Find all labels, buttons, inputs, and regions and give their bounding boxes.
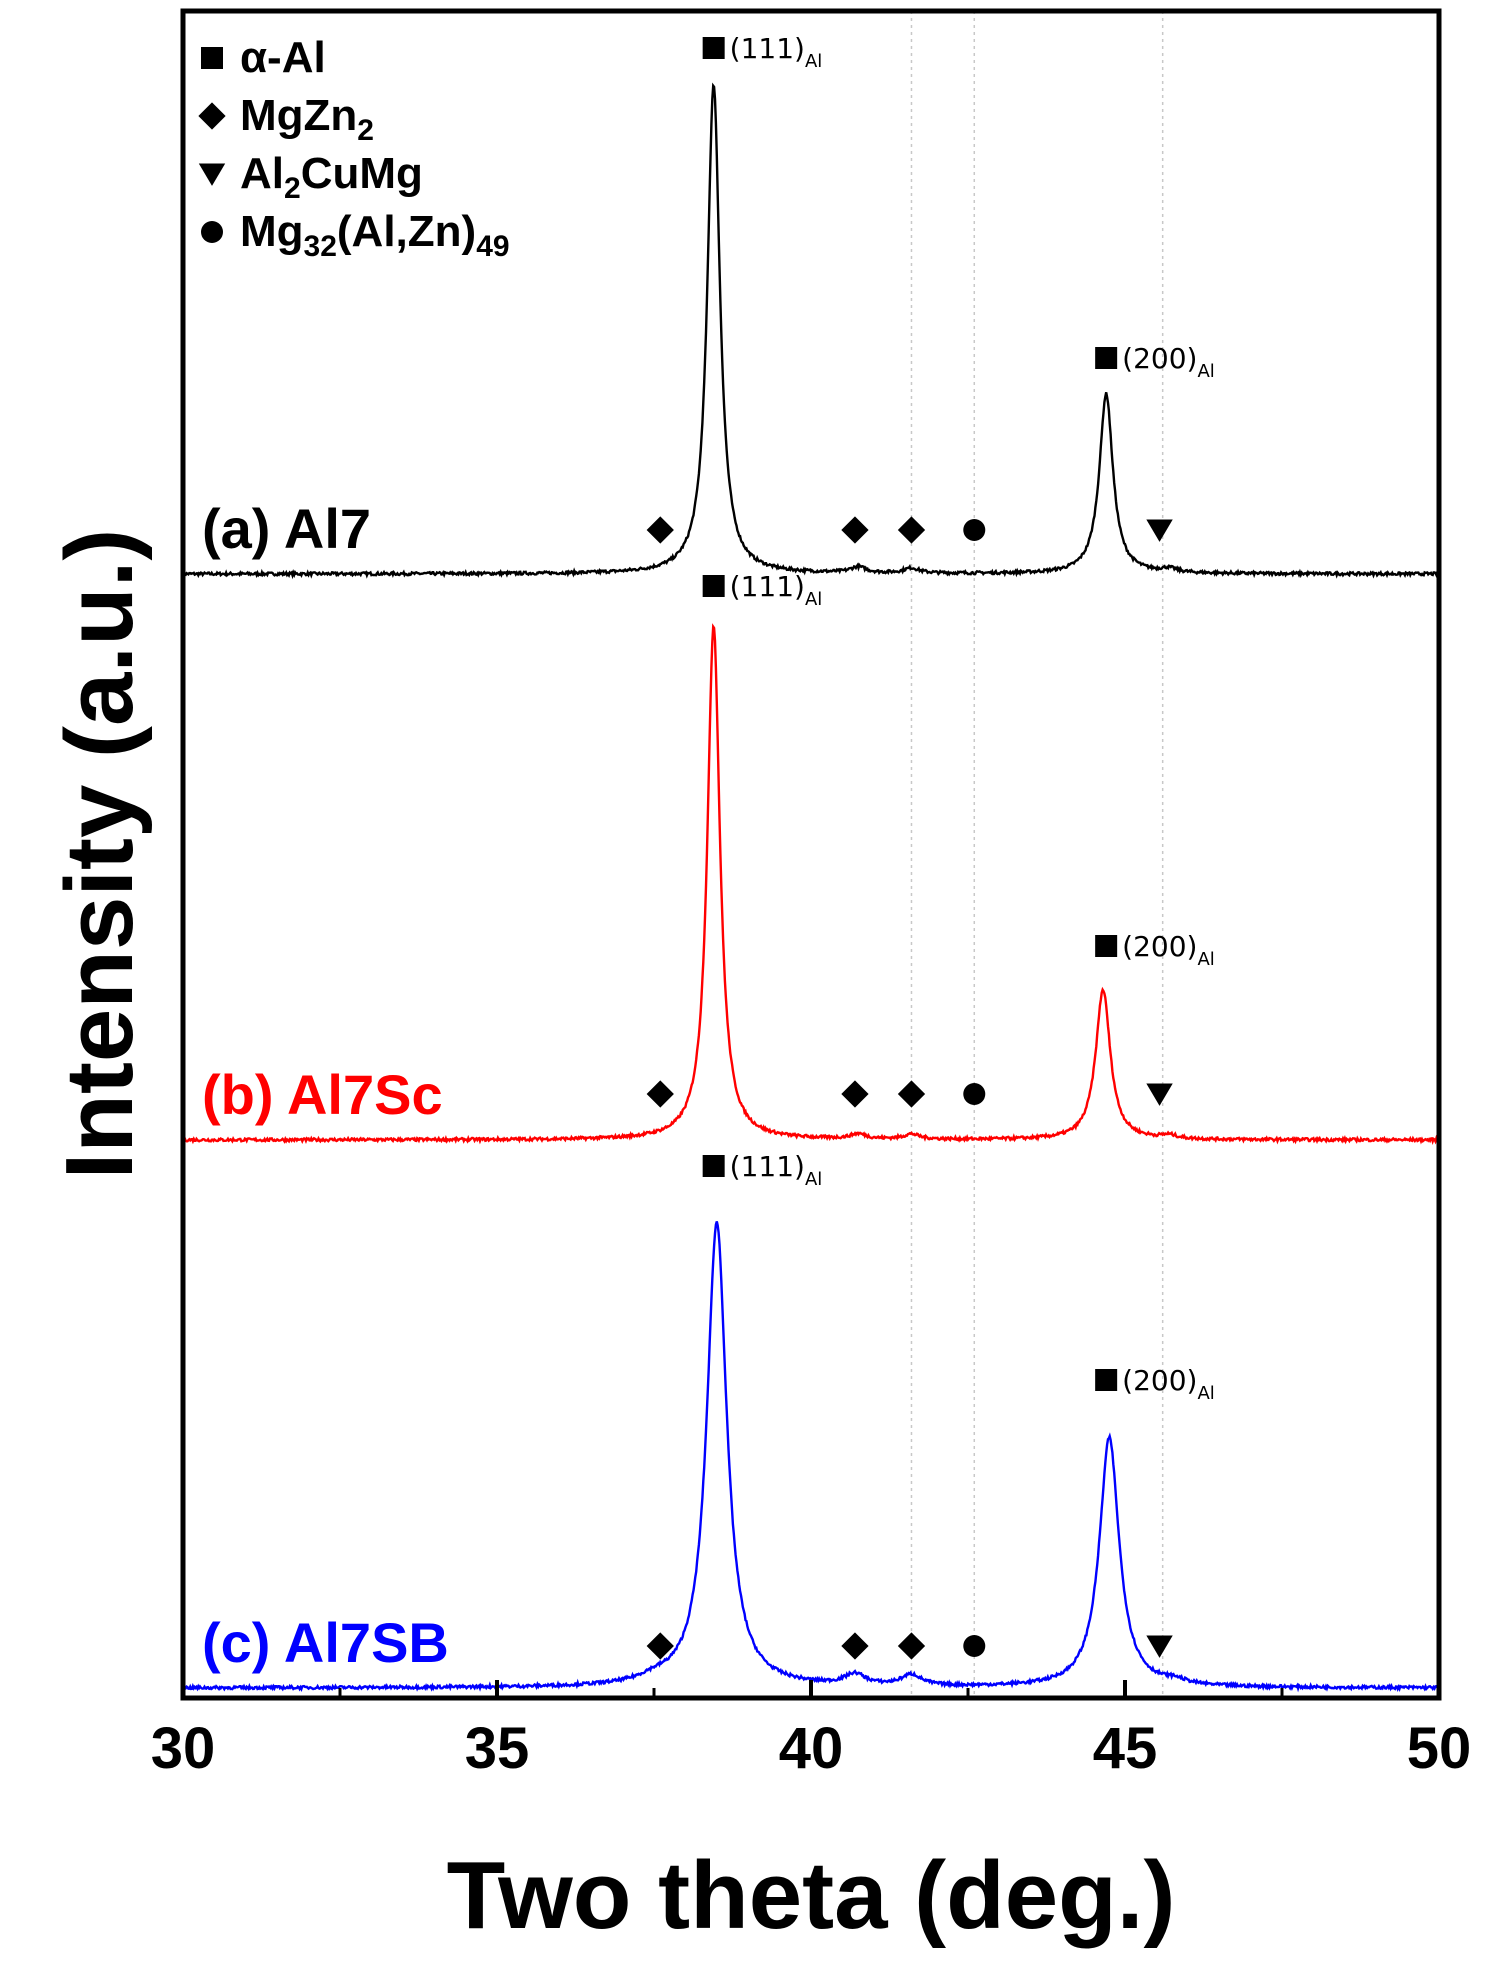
circle-phase-marker [963, 1635, 986, 1657]
x-tick-label: 45 [1093, 1716, 1158, 1781]
diamond-phase-marker [897, 1080, 926, 1108]
peak-label: (111)Al [730, 1150, 823, 1190]
circle-phase-marker [963, 1083, 986, 1105]
diamond-phase-marker [841, 516, 869, 544]
sample-label: (b) Al7Sc [202, 1063, 443, 1126]
legend-diamond-icon [198, 102, 226, 130]
alpha-al-peak-marker [702, 37, 725, 59]
circle-phase-marker [963, 519, 986, 541]
diamond-phase-marker [646, 516, 674, 544]
diamond-phase-marker [897, 516, 926, 544]
peak-label: (200)Al [1122, 342, 1215, 382]
diamond-phase-marker [646, 1632, 674, 1660]
series-2: (b) Al7Sc [182, 623, 1441, 1146]
peak-label: (111)Al [730, 570, 823, 610]
sample-label: (a) Al7 [202, 497, 371, 560]
triangle-down-phase-marker [1146, 1083, 1173, 1106]
x-axis: 30 35 40 45 50 [151, 1680, 1472, 1781]
triangle-down-phase-marker [1146, 519, 1173, 542]
triangle-down-phase-marker [1146, 1635, 1173, 1658]
alpha-al-peak-marker [1095, 1369, 1118, 1391]
peak-label: (200)Al [1122, 1364, 1215, 1404]
diamond-phase-marker [841, 1632, 869, 1660]
peak-labels-layer: (111)Al (200)Al (111)Al (200)Al (111)Al (200)… [702, 32, 1215, 1404]
alpha-al-peak-marker [1095, 347, 1118, 369]
legend-square-icon [201, 47, 223, 69]
diamond-phase-marker [897, 1632, 926, 1660]
series-1: (a) Al7 [181, 82, 1440, 580]
x-tick-label: 30 [151, 1716, 216, 1781]
peak-label: (111)Al [730, 32, 823, 72]
x-tick-label: 50 [1407, 1716, 1472, 1781]
legend-triangle-down-icon [198, 163, 226, 186]
y-axis-title: Intensity (a.u.) [46, 529, 153, 1180]
x-axis-title: Two theta (deg.) [447, 1842, 1176, 1949]
diamond-phase-marker [646, 1080, 674, 1108]
reference-lines [910, 11, 1164, 1698]
series-3: (c) Al7SB [182, 1221, 1440, 1693]
legend-entry: α-Al [240, 33, 326, 82]
peak-label: (200)Al [1122, 930, 1215, 970]
x-tick-label: 35 [465, 1716, 530, 1781]
series-layer: (a) Al7 (b) Al7Sc (c) Al7SB [181, 82, 1441, 1693]
legend-entry: Al2CuMg [240, 149, 423, 205]
alpha-al-peak-marker [702, 575, 725, 597]
x-tick-label: 40 [779, 1716, 844, 1781]
legend-entry: Mg32(Al,Zn)49 [240, 207, 510, 263]
plot-frame [180, 8, 1442, 1701]
phase-markers-layer [646, 516, 1173, 1660]
legend-entry: MgZn2 [240, 91, 374, 147]
legend-circle-icon [201, 221, 223, 243]
diamond-phase-marker [841, 1080, 869, 1108]
sample-label: (c) Al7SB [202, 1611, 449, 1674]
alpha-al-peak-marker [1095, 935, 1118, 957]
series-line [181, 82, 1440, 580]
alpha-al-peak-marker [702, 1155, 725, 1177]
series-line [182, 623, 1441, 1146]
